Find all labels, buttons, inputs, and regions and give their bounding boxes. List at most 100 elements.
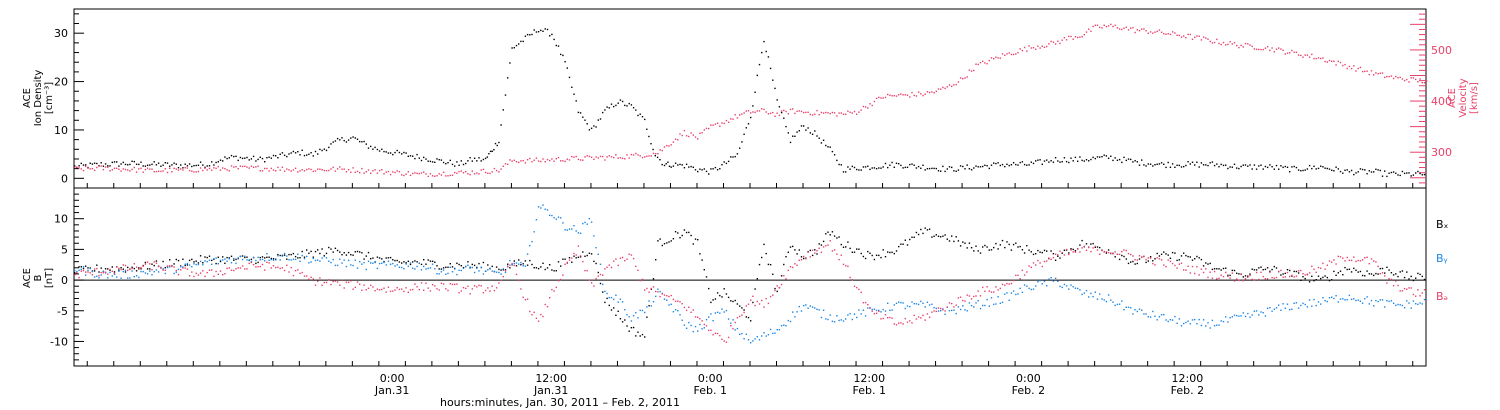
by-series-point [690,324,692,327]
ion-density-series-point [259,156,261,158]
velocity-series-point [736,117,739,119]
by-series-point [769,328,772,331]
by-series-point [352,264,354,267]
ion-density-series-point [909,163,911,166]
bz-series-point [1112,253,1114,255]
by-series-point [982,304,984,307]
velocity-series-point [867,107,869,109]
ion-density-series-point [968,168,971,170]
velocity-series-point [615,154,617,156]
by-series-point [78,269,80,271]
velocity-series-point [966,76,968,78]
bx-series-point [323,254,325,257]
bz-series-point [370,284,372,286]
bx-series-point [831,231,834,233]
bz-series-point [736,317,739,319]
ion-density-series-point [990,164,993,166]
bx-series-point [312,256,314,258]
velocity-series-point [922,94,924,97]
by-series-point [1099,293,1101,295]
by-series-point [560,217,562,219]
bx-series-point [845,246,847,248]
bx-series-point [838,236,840,238]
bx-series-point [138,267,140,269]
ion-density-series-point [555,44,557,47]
bz-series-point [288,271,290,273]
bz-series-point [431,284,434,286]
velocity-series-point [1258,48,1260,51]
by-series-point [118,270,120,272]
bz-series-point [562,274,564,276]
velocity-series-point [697,138,699,140]
bx-series-point [535,267,538,269]
velocity-series-point [641,156,644,159]
bz-series-point [951,302,953,305]
bx-series-point [127,266,129,269]
velocity-series-point [690,132,692,134]
bx-series-point [1293,270,1295,273]
by-series-point [312,257,314,259]
velocity-series-point [546,158,549,161]
ion-density-series-point [632,107,635,109]
velocity-series-point [1266,46,1269,48]
bx-series-point [959,245,962,247]
ion-density-series-point [915,167,918,169]
by-series-point [1339,298,1342,300]
velocity-series-point [270,167,272,170]
velocity-series-point [259,170,261,172]
by-series-point [469,267,471,269]
velocity-series-point [74,166,76,168]
by-series-point [1171,319,1174,321]
by-series-point [621,301,624,303]
bx-series-point [471,263,473,266]
ion-density-series-point [624,104,626,107]
velocity-series-point [851,112,853,114]
by-series-point [257,256,259,259]
bx-series-point [990,249,993,251]
velocity-series-point [1236,44,1238,47]
bx-series-point [1189,256,1191,258]
by-series-point [743,338,745,340]
bz-series-point [1167,259,1169,261]
ion-density-series-point [1344,169,1346,171]
bx-series-point [734,299,736,302]
by-series-point [420,269,423,271]
x-tick-label-time: 0:00 [698,372,723,385]
ion-density-series-point [900,164,902,167]
by-series-point [396,264,398,266]
bz-series-point [376,288,379,290]
velocity-series-point [708,127,710,130]
bx-series-point [321,248,323,250]
velocity-series-point [1412,77,1415,79]
ion-density-series-point [1388,172,1390,174]
velocity-series-point [1030,47,1032,49]
bx-series-point [217,256,219,258]
bz-series-point [460,290,462,292]
velocity-series-point [277,166,279,169]
bx-series-point [434,261,436,263]
velocity-series-point [593,158,595,160]
velocity-series-point [747,110,750,112]
bx-series-point [1392,274,1395,276]
bx-series-point [1390,272,1393,274]
velocity-series-point [1406,78,1408,81]
velocity-series-point [1355,70,1357,72]
velocity-series-point [778,114,781,117]
bz-series-point [169,265,171,267]
bz-series-point [924,319,926,321]
ion-density-series-point [564,61,566,63]
ion-density-series-point [1377,169,1379,171]
bx-series-point [456,262,458,264]
ion-density-series-point [966,164,968,166]
ion-density-series-point [822,139,825,141]
bx-series-point [1063,249,1066,251]
by-series-point [394,265,396,267]
ion-density-series-point [169,165,171,167]
by-series-point [617,301,619,303]
ion-density-series-point [1326,167,1328,170]
ion-density-series-point [697,170,699,173]
bz-series-point [893,323,895,325]
bz-series-point [197,274,200,276]
bz-series-point [1297,270,1300,272]
bx-series-point [1127,262,1130,265]
